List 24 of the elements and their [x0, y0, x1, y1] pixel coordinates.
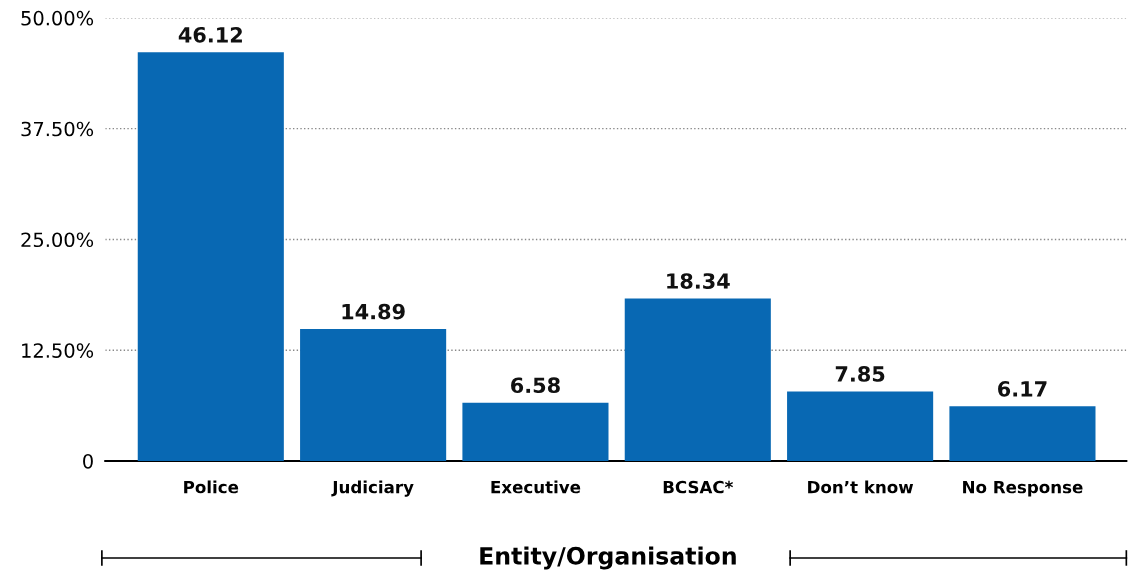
y-tick-label: 12.50%	[22, 343, 94, 358]
x-tick-label: BCSAC*	[663, 480, 733, 494]
x-tick-label: Executive	[491, 480, 581, 494]
x-tick-label: No Response	[963, 480, 1083, 497]
x-tick-label: Judiciary	[331, 480, 414, 497]
data-label: 7.85	[835, 366, 885, 382]
x-axis-title: Entity/Organisation	[480, 546, 736, 570]
y-tick-label: 37.50%	[21, 121, 94, 137]
x-tick-label: Don’t know	[808, 480, 914, 494]
y-tick-label: 25.00%	[21, 232, 94, 248]
data-label: 6.58	[511, 377, 560, 394]
y-tick-label: 0	[83, 453, 93, 469]
bar	[787, 391, 934, 462]
data-label: 18.34	[667, 273, 730, 289]
bar	[137, 52, 284, 462]
bar	[462, 402, 609, 462]
data-label: 46.12	[178, 26, 242, 43]
bar	[624, 298, 771, 462]
data-label: 14.89	[342, 303, 405, 320]
y-tick-label: 50.00%	[21, 10, 94, 26]
data-label: 6.17	[998, 381, 1047, 397]
bar	[949, 406, 1096, 462]
x-tick-label: Police	[184, 480, 239, 494]
bar	[300, 329, 447, 462]
